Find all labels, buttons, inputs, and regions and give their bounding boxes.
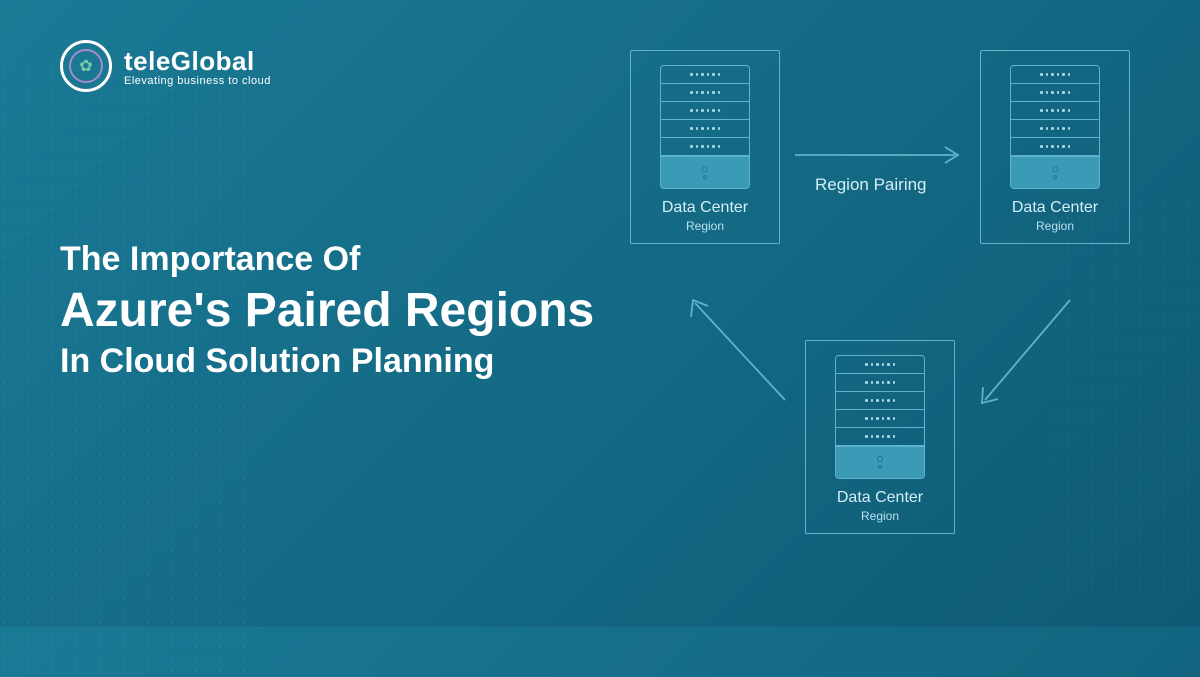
logo-icon: ✿	[60, 40, 112, 92]
brand-tagline: Elevating business to cloud	[124, 75, 271, 87]
arrow-region1-to-region2	[790, 140, 970, 170]
server-icon	[835, 355, 925, 479]
region-sublabel: Region	[816, 509, 944, 523]
region-sublabel: Region	[641, 219, 769, 233]
region-node-1: Data Center Region	[630, 50, 780, 244]
headline-line-2: Azure's Paired Regions	[60, 283, 594, 338]
brand-name: teleGlobal	[124, 46, 271, 77]
region-node-2: Data Center Region	[980, 50, 1130, 244]
decorative-dots	[0, 377, 250, 677]
headline: The Importance Of Azure's Paired Regions…	[60, 240, 594, 381]
datacenter-label: Data Center	[991, 199, 1119, 217]
region-pairing-label: Region Pairing	[815, 175, 927, 195]
datacenter-label: Data Center	[816, 489, 944, 507]
headline-line-3: In Cloud Solution Planning	[60, 342, 594, 381]
arrow-region2-to-region3	[970, 295, 1090, 415]
datacenter-label: Data Center	[641, 199, 769, 217]
region-pairing-diagram: Region Pairing Data Center Region Data C…	[600, 50, 1160, 590]
brand-logo: ✿ teleGlobal Elevating business to cloud	[60, 40, 271, 92]
headline-line-1: The Importance Of	[60, 240, 594, 279]
region-sublabel: Region	[991, 219, 1119, 233]
region-node-3: Data Center Region	[805, 340, 955, 534]
server-icon	[1010, 65, 1100, 189]
arrow-region3-to-region1	[675, 295, 795, 415]
server-icon	[660, 65, 750, 189]
